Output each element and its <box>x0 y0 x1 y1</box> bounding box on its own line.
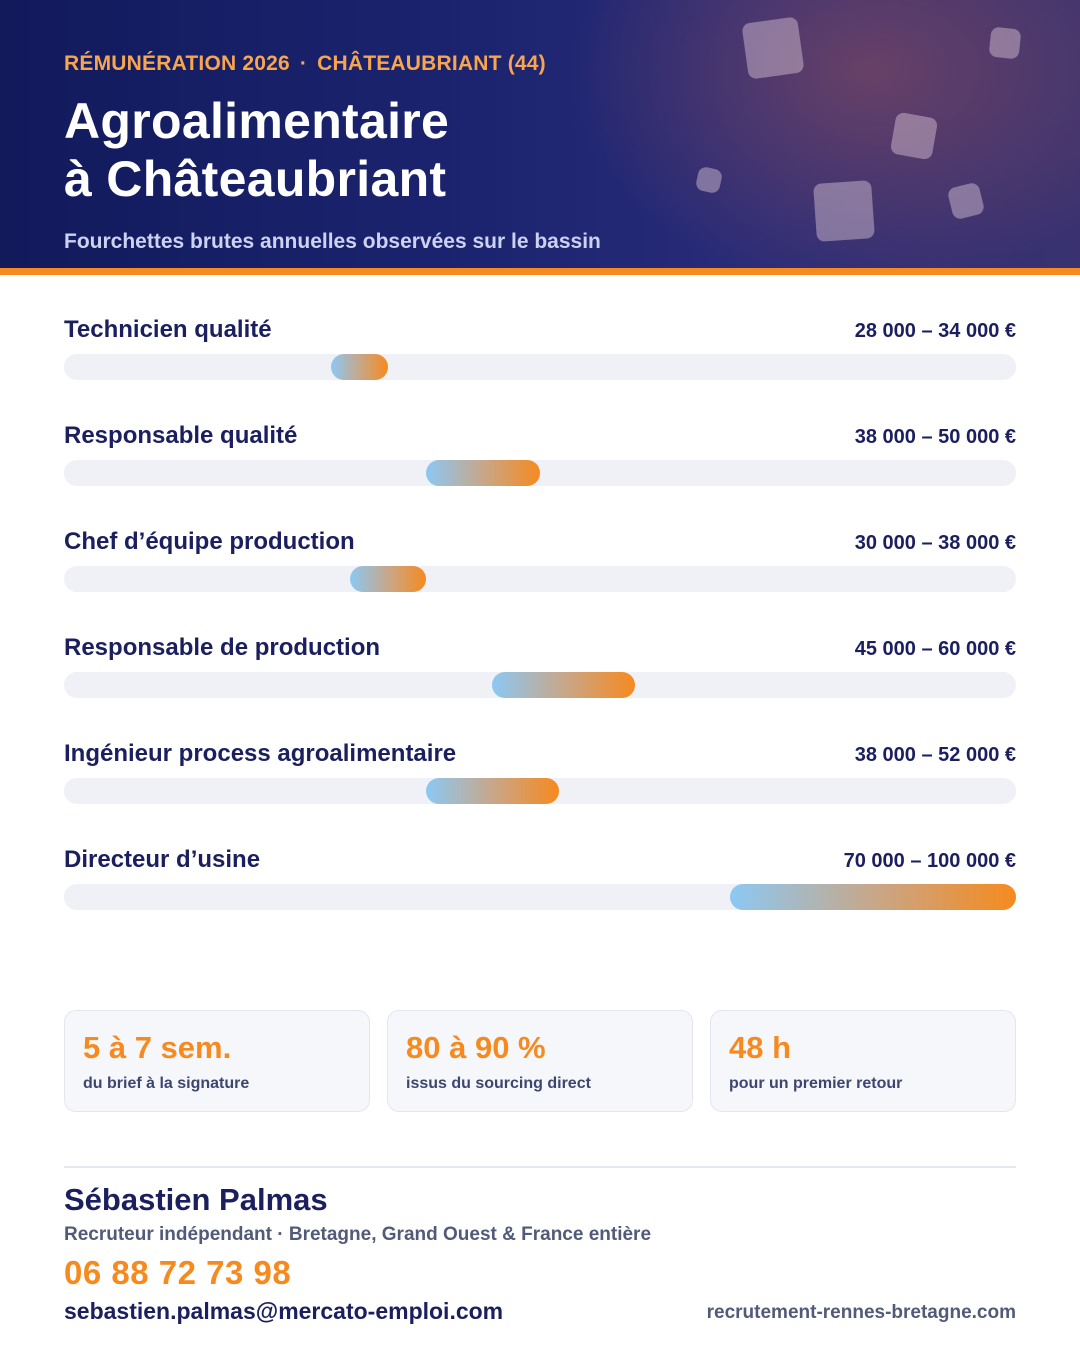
header-banner: RÉMUNÉRATION 2026 · CHÂTEAUBRIANT (44) Agr… <box>0 0 1080 268</box>
salary-row: Responsable qualité 38 000 – 50 000 € <box>64 422 1016 528</box>
salary-track <box>64 672 1016 698</box>
salary-track <box>64 566 1016 592</box>
eyebrow-separator: · <box>299 52 308 75</box>
stats-row: 5 à 7 sem. du brief à la signature 80 à … <box>64 1010 1016 1114</box>
salary-row-label: Responsable de production <box>64 634 381 661</box>
contact-website[interactable]: recrutement-rennes-bretagne.com <box>706 1302 1016 1323</box>
salary-row-label: Technicien qualité <box>64 316 272 343</box>
stat-card: 5 à 7 sem. du brief à la signature <box>64 1010 370 1112</box>
decorative-square <box>946 181 986 221</box>
stat-label: issus du sourcing direct <box>406 1075 591 1092</box>
stat-card: 48 h pour un premier retour <box>710 1010 1016 1112</box>
salary-row: Chef d’équipe production 30 000 – 38 000 … <box>64 528 1016 634</box>
subtitle: Fourchettes brutes annuelles observées s… <box>64 230 601 253</box>
stat-value: 5 à 7 sem. <box>83 1030 232 1065</box>
salary-ranges: Technicien qualité 28 000 – 34 000 € Respo… <box>64 316 1016 952</box>
decorative-square <box>889 111 939 161</box>
decorative-square <box>694 165 724 195</box>
contact-email[interactable]: sebastien.palmas@mercato-emploi.com <box>64 1298 504 1324</box>
salary-track <box>64 778 1016 804</box>
salary-row: Responsable de production 45 000 – 60 000… <box>64 634 1016 740</box>
header-accent-line <box>0 268 1080 275</box>
title-line-2: à Châteaubriant <box>64 151 447 207</box>
salary-track <box>64 884 1016 910</box>
eyebrow: RÉMUNÉRATION 2026 · CHÂTEAUBRIANT (44) <box>64 52 546 76</box>
contact-phone[interactable]: 06 88 72 73 98 <box>64 1254 292 1291</box>
stat-value: 48 h <box>729 1030 792 1065</box>
salary-row: Directeur d’usine 70 000 – 100 000 € <box>64 846 1016 952</box>
salary-row-label: Responsable qualité <box>64 422 298 449</box>
footer-divider <box>64 1166 1016 1168</box>
salary-row-range: 38 000 – 50 000 € <box>854 426 1016 448</box>
stat-label: du brief à la signature <box>83 1075 250 1092</box>
salary-range-bar <box>425 778 560 804</box>
eyebrow-location: CHÂTEAUBRIANT (44) <box>317 52 546 75</box>
stat-card: 80 à 90 % issus du sourcing direct <box>387 1010 693 1112</box>
salary-row: Technicien qualité 28 000 – 34 000 € <box>64 316 1016 422</box>
salary-row-range: 30 000 – 38 000 € <box>854 532 1016 554</box>
salary-range-bar <box>492 672 636 698</box>
decorative-square <box>741 16 805 80</box>
stat-value: 80 à 90 % <box>406 1030 546 1065</box>
salary-row-range: 45 000 – 60 000 € <box>854 638 1016 660</box>
salary-row-label: Directeur d’usine <box>64 846 261 873</box>
stat-label: pour un premier retour <box>729 1075 903 1092</box>
page-title: Agroalimentaire à Châteaubriant <box>64 92 449 208</box>
eyebrow-topic: RÉMUNÉRATION 2026 <box>64 52 290 75</box>
salary-row-range: 28 000 – 34 000 € <box>854 320 1016 342</box>
salary-range-bar <box>349 566 426 592</box>
salary-row-label: Ingénieur process agroalimentaire <box>64 740 457 767</box>
salary-range-bar <box>425 460 540 486</box>
salary-range-bar <box>730 884 1016 910</box>
salary-range-bar <box>330 354 388 380</box>
salary-row-label: Chef d’équipe production <box>64 528 355 555</box>
salary-track <box>64 354 1016 380</box>
title-line-1: Agroalimentaire <box>64 93 450 149</box>
decorative-square <box>813 180 875 242</box>
contact-role: Recruteur indépendant · Bretagne, Grand … <box>64 1224 652 1245</box>
salary-row-range: 38 000 – 52 000 € <box>854 744 1016 766</box>
decorative-square <box>988 26 1022 60</box>
salary-track <box>64 460 1016 486</box>
salary-row: Ingénieur process agroalimentaire 38 000 … <box>64 740 1016 846</box>
contact-name: Sébastien Palmas <box>64 1182 328 1217</box>
salary-row-range: 70 000 – 100 000 € <box>843 850 1016 872</box>
